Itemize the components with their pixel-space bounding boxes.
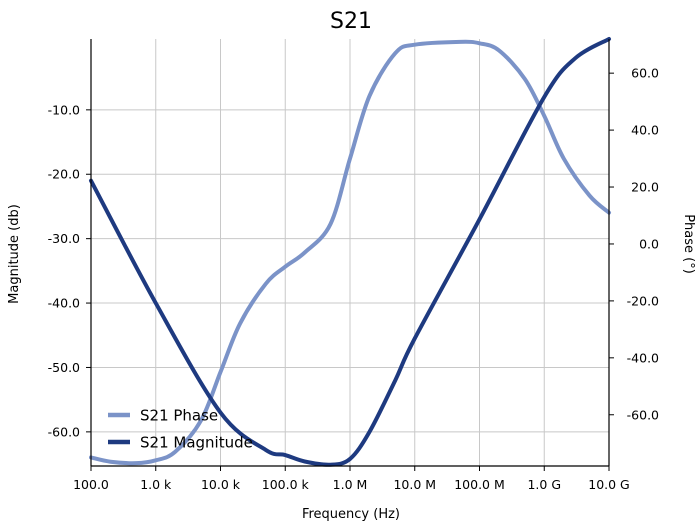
y-left-tick-label: -40.0 (48, 296, 80, 311)
y-right-tick-label: 0.0 (639, 236, 659, 251)
x-axis-title: Frequency (Hz) (302, 507, 400, 522)
y-left-tick-label: -10.0 (48, 102, 80, 117)
x-tick-label: 1.0 G (527, 477, 561, 492)
x-tick-label: 100.0 k (262, 477, 310, 492)
y-left-tick-label: -30.0 (48, 231, 80, 246)
y-axis-left-title: Magnitude (db) (7, 204, 22, 304)
y-right-tick-label: 60.0 (631, 66, 659, 81)
tick-labels: 100.0 1.0 k 10.0 k 100.0 k 1.0 M 10.0 M 100.0 … (48, 66, 659, 492)
y-right-tick-label: 40.0 (631, 123, 659, 138)
x-tick-label: 10.0 M (393, 477, 436, 492)
x-tick-label: 100.0 M (454, 477, 505, 492)
x-tick-label: 10.0 G (588, 477, 630, 492)
legend: S21 Phase S21 Magnitude (108, 407, 253, 452)
y-right-tick-label: -40.0 (627, 350, 659, 365)
y-right-tick-label: -60.0 (627, 407, 659, 422)
x-tick-label: 10.0 k (201, 477, 241, 492)
legend-label-s21-phase: S21 Phase (140, 407, 218, 425)
x-tick-label: 1.0 M (333, 477, 368, 492)
y-right-tick-label: -20.0 (627, 293, 659, 308)
legend-label-s21-magnitude: S21 Magnitude (140, 434, 253, 452)
y-right-tick-label: 20.0 (631, 180, 659, 195)
x-tick-label: 1.0 k (140, 477, 172, 492)
chart-title: S21 (330, 9, 372, 34)
y-left-tick-label: -60.0 (48, 424, 80, 439)
y-left-tick-label: -20.0 (48, 167, 80, 182)
y-axis-right-title: Phase (°) (681, 214, 696, 274)
y-left-tick-label: -50.0 (48, 360, 80, 375)
grid (91, 39, 609, 466)
x-tick-label: 100.0 (73, 477, 109, 492)
